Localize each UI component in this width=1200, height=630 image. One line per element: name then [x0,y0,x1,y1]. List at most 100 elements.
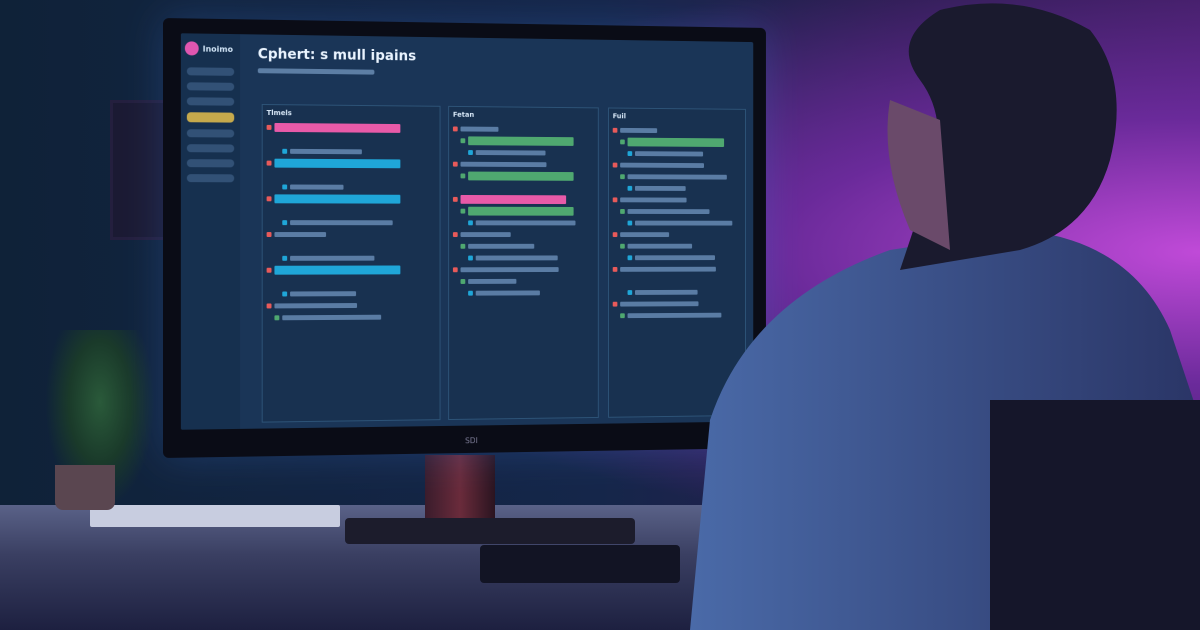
status-icon [612,266,618,272]
task-row[interactable] [266,194,436,204]
status-icon [627,151,633,156]
task-column: Tlmels [261,104,441,423]
highlighted-task [274,158,400,169]
task-row[interactable] [453,288,594,297]
keyboard [480,545,680,583]
task-row[interactable] [452,125,594,135]
status-icon [460,279,466,284]
task-row[interactable] [267,135,436,145]
task-label [475,290,540,296]
task-row[interactable] [267,147,436,157]
status-icon [620,139,625,145]
wall-frame [110,100,170,240]
status-icon [282,184,288,190]
task-label [290,148,362,155]
sidebar: Inoimo [180,33,241,430]
status-icon [282,220,288,226]
task-row[interactable] [453,253,594,262]
sidebar-item-active[interactable] [186,112,235,123]
task-row[interactable] [267,206,436,215]
task-row[interactable] [267,242,436,251]
sidebar-item[interactable] [186,144,235,153]
highlighted-task [274,194,400,204]
sidebar-item[interactable] [186,174,235,183]
task-row[interactable] [453,136,594,146]
task-label [627,243,693,249]
status-icon [266,267,272,273]
task-row[interactable] [267,254,436,263]
task-row[interactable] [453,206,594,216]
task-row[interactable] [267,171,436,181]
task-row[interactable] [267,182,436,192]
status-icon [460,138,466,144]
task-label [460,126,499,132]
task-row[interactable] [453,148,594,158]
task-row[interactable] [266,265,436,275]
status-icon [612,301,618,307]
status-icon [612,232,618,238]
task-label [460,232,511,238]
task-row[interactable] [267,218,436,227]
highlighted-task [468,136,574,146]
task-row[interactable] [267,312,436,322]
task-row[interactable] [452,160,594,170]
screen: Inoimo Cphert: s mull ipains Tlmels Fetan… [180,33,754,430]
sidebar-item[interactable] [186,82,235,91]
sidebar-item[interactable] [186,129,235,138]
highlighted-task [460,194,567,205]
task-row[interactable] [453,218,594,227]
status-icon [627,185,633,191]
task-label [620,127,658,134]
sidebar-item[interactable] [186,159,235,168]
task-label [468,278,517,284]
status-icon [282,291,288,297]
sidebar-item[interactable] [186,97,235,106]
status-icon [460,173,466,179]
task-row[interactable] [453,183,594,192]
monitor-logo: SDI [464,436,478,446]
task-row[interactable] [267,289,436,299]
status-icon [627,255,633,261]
task-label [274,303,358,309]
task-row[interactable] [266,158,436,169]
status-icon [468,255,473,261]
status-icon [452,196,458,202]
task-row[interactable] [266,230,436,239]
notebook [90,505,340,527]
highlighted-task [468,171,574,181]
status-icon [620,313,625,319]
task-row[interactable] [266,122,436,133]
status-icon [468,150,473,155]
task-label [620,301,699,307]
person-silhouette [690,3,1200,630]
status-icon [266,303,272,309]
logo-icon [184,41,199,56]
task-label [475,220,576,226]
task-label [282,314,382,321]
task-row[interactable] [453,242,594,251]
sidebar-item[interactable] [186,67,235,76]
brand-name: Inoimo [202,44,233,54]
task-label [290,220,393,226]
status-icon [460,208,466,214]
monitor-base [345,518,635,544]
task-label [274,232,327,238]
status-icon [282,255,288,261]
page-title: Cphert: s mull ipains [257,46,417,65]
task-label [475,255,558,261]
task-row[interactable] [452,194,594,205]
task-row[interactable] [452,230,594,239]
status-icon [612,197,618,203]
task-row[interactable] [453,171,594,181]
task-row[interactable] [452,265,594,274]
task-label [620,232,670,238]
task-row[interactable] [453,277,594,286]
column-header: Fetan [452,110,475,119]
status-icon [468,290,473,296]
status-icon [266,124,272,130]
task-row[interactable] [266,301,436,311]
task-row[interactable] [267,277,436,286]
highlighted-task [468,206,574,216]
status-icon [266,232,272,238]
column-header: Tlmels [266,109,292,118]
